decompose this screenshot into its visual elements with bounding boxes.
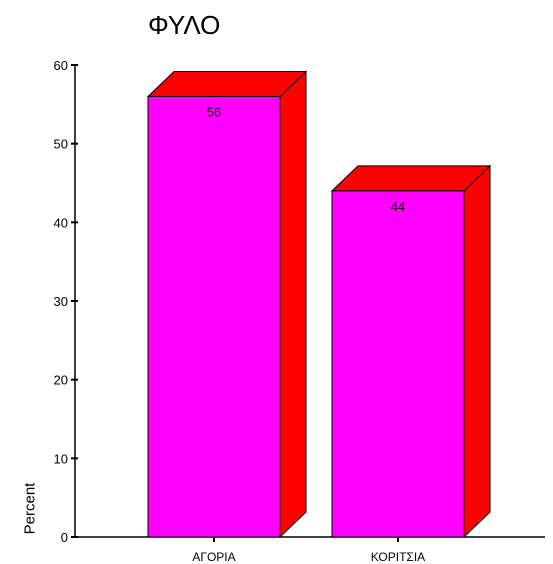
x-tick-label: ΑΓΟΡΙΑ	[192, 550, 235, 564]
bar-side	[463, 164, 491, 539]
chart-title: ΦΥΛΟ	[148, 10, 221, 40]
bar	[147, 95, 281, 538]
y-tick-label: 50	[54, 137, 68, 152]
y-tick-label: 40	[54, 215, 68, 230]
y-tick-label: 30	[54, 294, 68, 309]
y-tick-label: 20	[54, 373, 68, 388]
data-label: 44	[391, 199, 405, 214]
axes: 0 10 20 30 40 50 60	[54, 58, 545, 545]
labels: 56 ΑΓΟΡΙΑ 44 ΚΟΡΙΤΣΙΑ	[192, 104, 425, 564]
bar-top	[330, 165, 492, 192]
y-tick-label: 0	[61, 530, 68, 545]
data-label: 56	[207, 104, 221, 119]
bar-top	[146, 70, 308, 97]
y-tick-label: 10	[54, 451, 68, 466]
bars	[146, 70, 492, 539]
x-tick-label: ΚΟΡΙΤΣΙΑ	[371, 550, 425, 564]
bar-side	[279, 70, 307, 539]
bar	[331, 190, 465, 538]
y-tick-label: 60	[54, 58, 68, 73]
